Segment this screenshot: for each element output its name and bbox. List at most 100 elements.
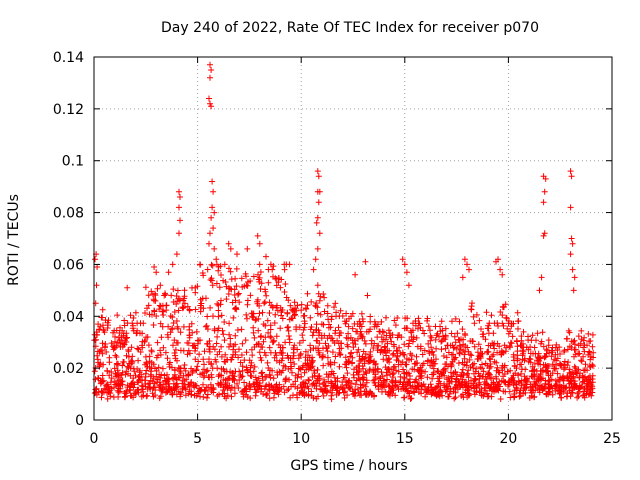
data-point: [153, 354, 160, 361]
data-point: [148, 348, 155, 355]
data-point: [107, 390, 114, 397]
data-point: [374, 334, 381, 341]
data-point: [161, 292, 168, 299]
data-point: [357, 376, 364, 383]
data-point: [294, 394, 301, 401]
data-point: [401, 374, 408, 381]
data-point: [192, 344, 199, 351]
data-point: [458, 346, 464, 353]
data-point: [207, 304, 214, 311]
data-point: [413, 334, 420, 341]
data-point: [399, 256, 406, 263]
data-point: [378, 318, 385, 325]
data-point: [186, 332, 193, 339]
data-point: [128, 381, 135, 388]
data-point: [208, 214, 215, 221]
data-point: [430, 371, 437, 378]
data-point: [375, 379, 382, 386]
data-point: [336, 363, 343, 370]
data-point: [263, 253, 269, 260]
data-point: [470, 365, 477, 371]
data-point: [173, 251, 180, 258]
data-point: [322, 340, 329, 347]
data-point: [577, 340, 584, 347]
data-point: [501, 342, 508, 349]
data-point: [177, 194, 183, 200]
data-point: [443, 386, 450, 393]
data-point: [419, 351, 426, 358]
data-point: [464, 344, 471, 351]
data-point: [407, 395, 414, 402]
data-point: [308, 388, 315, 395]
data-point: [362, 258, 369, 265]
data-point: [545, 337, 552, 344]
data-point: [456, 349, 463, 356]
data-point: [185, 371, 192, 378]
data-point: [314, 310, 321, 317]
data-point: [526, 355, 533, 362]
data-point: [228, 286, 235, 293]
data-point: [179, 305, 186, 312]
data-point: [170, 342, 176, 349]
data-point: [215, 267, 222, 274]
data-point: [507, 339, 514, 346]
data-point: [432, 323, 439, 330]
data-point: [142, 284, 149, 291]
data-point: [386, 366, 393, 373]
data-point: [508, 320, 515, 327]
data-point: [273, 385, 280, 392]
data-point: [193, 366, 200, 373]
data-point: [162, 291, 169, 298]
data-point: [480, 333, 487, 340]
data-point: [293, 307, 300, 314]
data-point: [494, 320, 501, 327]
data-point: [265, 279, 272, 286]
data-point: [538, 274, 545, 281]
data-point: [100, 327, 107, 334]
data-point: [328, 392, 335, 399]
data-point: [220, 384, 227, 391]
data-point: [281, 266, 288, 273]
data-point: [201, 387, 208, 394]
data-point: [486, 370, 492, 377]
data-point: [457, 373, 464, 380]
data-point: [294, 302, 301, 309]
data-point: [250, 368, 257, 375]
data-point: [459, 366, 466, 373]
data-point: [145, 342, 152, 349]
data-point: [108, 340, 115, 347]
data-point: [150, 384, 157, 390]
data-point: [452, 315, 459, 322]
data-point: [557, 351, 563, 357]
data-point: [352, 341, 359, 348]
data-point: [316, 380, 323, 387]
data-point: [578, 358, 585, 365]
data-point: [309, 374, 316, 380]
data-point: [352, 381, 359, 388]
data-point: [233, 306, 240, 313]
data-point: [129, 353, 136, 360]
data-point: [342, 354, 349, 361]
data-point: [207, 230, 213, 237]
data-point: [332, 330, 339, 337]
data-point: [435, 380, 442, 387]
data-point: [336, 332, 343, 339]
data-point: [165, 323, 172, 330]
data-point: [191, 392, 198, 399]
data-point: [328, 378, 334, 385]
data-point: [471, 360, 478, 367]
data-point: [422, 393, 429, 400]
data-point: [352, 271, 359, 278]
data-point: [259, 309, 266, 316]
data-point: [124, 363, 131, 370]
data-point: [129, 359, 136, 366]
data-point: [163, 377, 170, 384]
y-tick-label: 0.14: [53, 50, 84, 66]
data-point: [262, 334, 269, 341]
data-point: [251, 334, 258, 341]
data-point: [299, 380, 306, 387]
data-point: [388, 338, 395, 345]
data-point: [575, 351, 582, 358]
data-point: [233, 265, 240, 272]
data-point: [218, 312, 225, 319]
